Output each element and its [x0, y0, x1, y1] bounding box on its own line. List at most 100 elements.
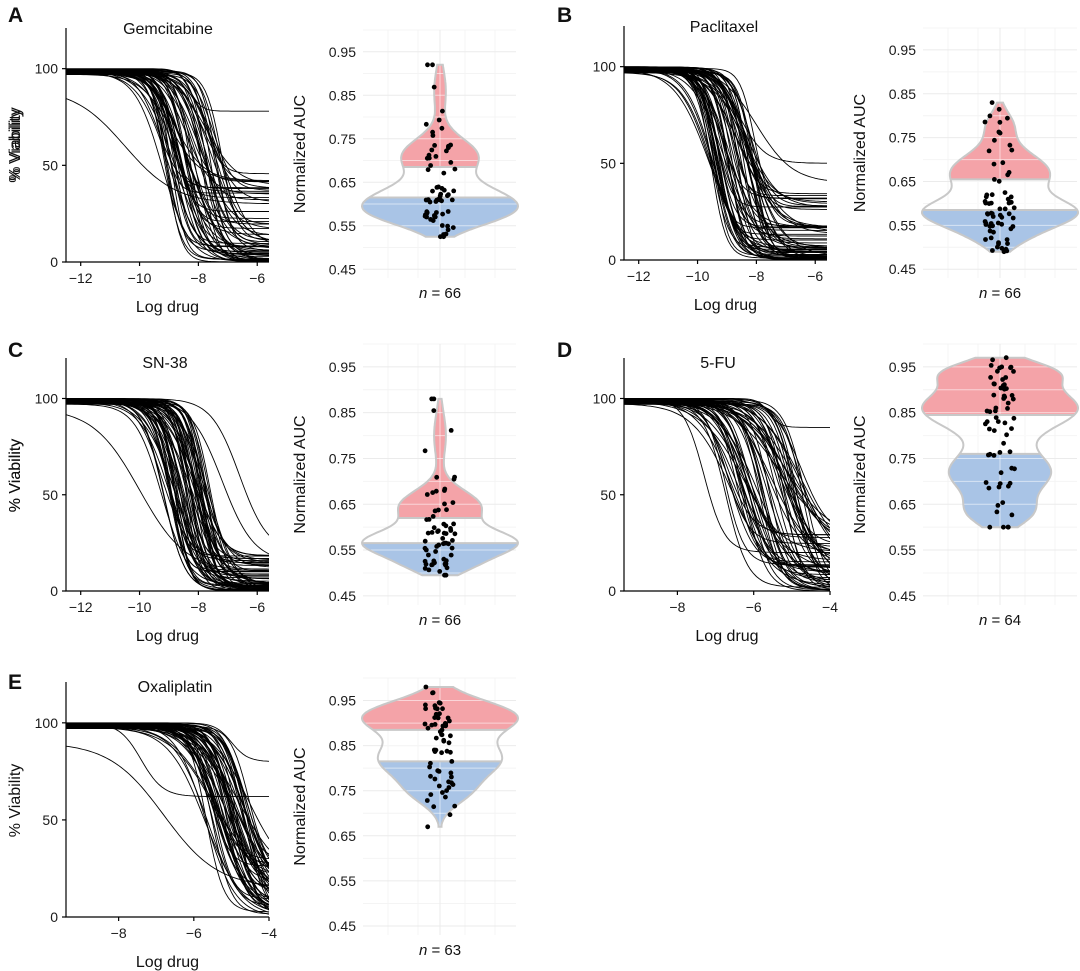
auc-point: [997, 450, 1003, 455]
x-axis-title: Log drug: [136, 299, 199, 316]
auc-point: [988, 375, 993, 380]
panel-letter: B: [557, 4, 572, 27]
auc-point: [424, 798, 430, 803]
x-tick-label: −12: [69, 599, 93, 615]
dose-response-curve: [66, 724, 269, 873]
dose-response-curve: [624, 401, 830, 574]
auc-point: [439, 223, 445, 228]
panel-a: A Gemcitabine 0 50 100 −12 −10 −8 −6 Log drug % Vi…: [7, 4, 520, 316]
auc-point: [429, 722, 435, 728]
auc-point: [1001, 440, 1006, 446]
y-tick-label: 0.65: [329, 496, 356, 512]
auc-point: [988, 363, 994, 368]
panel-letter: A: [8, 4, 23, 27]
curve-plot: 5-FU 0 50 100 −8 −6 −4 Log drug % Viability: [7, 355, 838, 645]
auc-point: [1004, 386, 1009, 391]
x-tick-label: −4: [261, 925, 277, 941]
y-tick-label: 0.65: [889, 496, 916, 512]
auc-point: [984, 419, 990, 425]
violin-plot: 0.45 0.55 0.65 0.75 0.85 0.95 Normalized AUC n …: [292, 677, 520, 959]
auc-point: [995, 368, 1000, 374]
curve-plot: Paclitaxel 0 50 100 −12 −10 −8 −6 Log drug % Viab…: [7, 19, 827, 314]
y-tick-label: 0.85: [329, 405, 356, 421]
dose-response-curve: [66, 722, 269, 798]
dose-response-curve: [66, 400, 269, 588]
violin-plot: 0.45 0.55 0.65 0.75 0.85 0.95 Normalized AUC n …: [852, 343, 1079, 629]
x-axis-title: Log drug: [694, 297, 757, 314]
auc-point: [422, 538, 428, 544]
x-tick-label: −10: [128, 599, 152, 615]
dose-response-curve: [624, 71, 827, 231]
auc-point: [448, 160, 454, 165]
y-tick-label: 0.65: [889, 174, 916, 190]
dose-response-curve: [66, 98, 269, 205]
auc-point: [431, 747, 437, 753]
dose-response-curve: [66, 723, 269, 911]
auc-point: [450, 500, 456, 505]
x-tick-label: −12: [69, 270, 93, 286]
dose-response-curve: [66, 71, 269, 241]
y-tick-label: 0.75: [889, 450, 916, 466]
auc-point: [987, 409, 993, 415]
auc-point: [998, 470, 1004, 476]
auc-point: [450, 538, 455, 543]
y-tick-label: 0: [608, 252, 616, 268]
y-tick-label: 0.55: [329, 542, 356, 558]
dose-response-curve: [624, 398, 830, 553]
auc-point: [991, 428, 997, 433]
auc-point: [446, 541, 451, 547]
n-value: = 63: [427, 942, 461, 959]
auc-point: [423, 706, 428, 712]
auc-point: [987, 426, 992, 432]
auc-point: [433, 549, 438, 554]
panel-b: B Paclitaxel 0 50 100 −12 −10 −8 −6 Log drug % Via…: [7, 4, 1079, 314]
auc-point: [987, 228, 993, 234]
sample-size-label: n = 64: [979, 612, 1021, 629]
n-value: = 66: [427, 612, 461, 629]
auc-point: [430, 690, 436, 696]
auc-point: [444, 148, 449, 154]
y-tick-label: 0: [608, 583, 616, 599]
y-axis-title: % Viability: [7, 107, 24, 181]
auc-point: [449, 545, 455, 551]
y-tick-label: 0.45: [329, 588, 356, 604]
auc-point: [450, 225, 456, 231]
x-axis-title: Log drug: [695, 628, 758, 645]
auc-point: [991, 453, 997, 458]
drug-title: Gemcitabine: [123, 21, 213, 38]
auc-point: [983, 480, 989, 485]
auc-point: [440, 790, 445, 795]
violin-plot: 0.45 0.55 0.65 0.75 0.85 0.95 Normalized AUC n …: [292, 343, 520, 629]
dose-response-curve: [66, 723, 269, 913]
panel-e: E Oxaliplatin 0 50 100 −8 −6 −4 Log drug % Viabil…: [7, 671, 520, 971]
x-tick-label: −6: [807, 268, 823, 284]
y-tick-label: 0.95: [329, 44, 356, 60]
auc-point: [422, 213, 428, 219]
auc-point: [1005, 115, 1010, 121]
dose-response-curve: [66, 68, 269, 112]
auc-point: [443, 794, 448, 800]
auc-point: [991, 381, 997, 387]
auc-point: [444, 788, 449, 793]
auc-point: [1002, 382, 1007, 388]
auc-point: [991, 161, 997, 167]
dose-response-curve: [66, 69, 269, 248]
x-tick-label: −8: [748, 268, 764, 284]
auc-point: [426, 567, 432, 573]
auc-point: [448, 733, 453, 739]
dose-response-curve: [66, 402, 269, 572]
dose-response-curve: [66, 73, 269, 240]
auc-point: [991, 392, 997, 398]
auc-point: [451, 188, 457, 194]
dose-response-curve: [66, 722, 269, 888]
auc-point: [1001, 524, 1006, 530]
y-tick-label: 0.95: [329, 359, 356, 375]
auc-point: [989, 192, 995, 198]
auc-point: [988, 200, 994, 206]
y-tick-label: 0.65: [329, 174, 356, 190]
auc-point: [435, 715, 441, 721]
dose-response-curve: [66, 414, 269, 572]
auc-point: [992, 177, 997, 182]
auc-point: [433, 705, 438, 711]
auc-point: [430, 62, 435, 68]
